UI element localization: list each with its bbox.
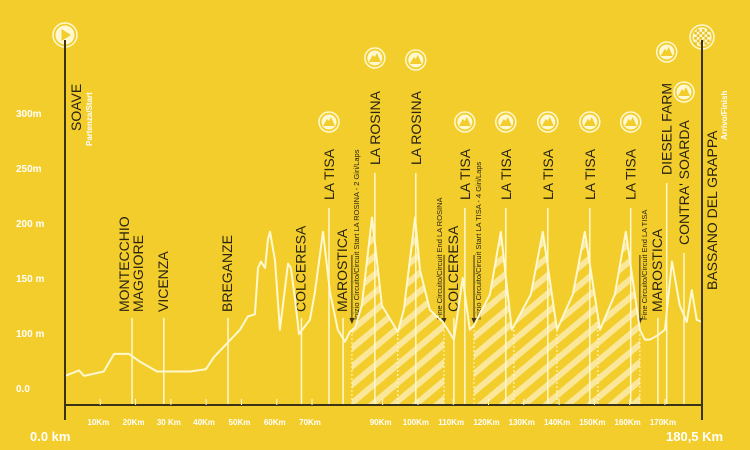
x-tick-label: 90Km <box>370 418 392 427</box>
x-tick-label: 10Km <box>87 418 109 427</box>
checkered-flag-icon <box>689 24 715 50</box>
town-label: VICENZA <box>155 251 171 312</box>
mountain-icon <box>619 111 642 133</box>
x-tick-label: 130Km <box>509 418 535 427</box>
x-tick-label: 40Km <box>193 418 215 427</box>
circuit-label: Inizio Circuito/Circuit Start LA TISA - … <box>474 161 483 320</box>
climb-label: LA ROSINA <box>367 90 383 165</box>
mountain-icon <box>405 49 427 71</box>
circuit-label: Fine Circuito/Circuit End LA TISA <box>640 210 649 320</box>
axes: 10Km 20Km 30 Km 40Km 50Km 60Km 70Km 90Km 100Km 11… <box>16 40 703 427</box>
finish-sub: Arrivo/Finish <box>720 91 729 140</box>
x-tick-label: 70Km <box>299 418 321 427</box>
mountain-icon <box>495 111 517 133</box>
climb-label: DIESEL FARM <box>659 83 675 175</box>
mountain-icon <box>364 47 386 69</box>
start-name: SOAVE <box>68 84 84 131</box>
town-label: COLCERESA <box>292 225 308 312</box>
town-label: BREGANZE <box>219 235 235 312</box>
town-label-2: MAGGIORE <box>130 235 146 312</box>
x-start-label: 0.0 km <box>30 429 70 444</box>
x-tick-label: 120Km <box>473 418 499 427</box>
x-tick-label: 170Km <box>650 418 676 427</box>
climb-label: LA TISA <box>623 148 639 200</box>
climb-label: CONTRA' SOARDA <box>676 120 692 245</box>
climb-label: LA TISA <box>457 148 473 200</box>
town-label: MONTECCHIO <box>116 216 132 312</box>
town-label: MAROSTICA <box>649 228 665 312</box>
y-tick-label: 300m <box>16 109 42 120</box>
mountain-icon <box>454 111 476 133</box>
mountain-icon <box>318 111 340 133</box>
circuit-label: Fine Circuito/Circuit End LA ROSINA <box>435 197 444 320</box>
mountain-icon <box>537 111 559 133</box>
arrow-down-icon <box>441 318 447 324</box>
markers: SOAVE Partenza/Start BASSANO DEL GRAPPAArr… <box>52 22 729 405</box>
mountain-icon <box>579 111 601 133</box>
x-tick-label: 30 Km <box>157 418 181 427</box>
climb-label: LA ROSINA <box>408 90 424 165</box>
x-tick-label: 110Km <box>438 418 464 427</box>
x-tick-label: 150Km <box>579 418 605 427</box>
mountain-icon <box>655 41 678 63</box>
climb-label: LA TISA <box>582 148 598 200</box>
arrow-down-icon <box>471 318 477 324</box>
x-tick-label: 50Km <box>229 418 251 427</box>
town-label: MAROSTICA <box>334 228 350 312</box>
start-sub: Partenza/Start <box>85 92 94 146</box>
x-tick-label: 60Km <box>264 418 286 427</box>
climb-label: LA TISA <box>321 148 337 200</box>
arrow-down-icon <box>349 318 355 324</box>
x-end-label: 180,5 Km <box>666 429 723 444</box>
circuit-label: Inizio Circuito/Circuit Start LA ROSINA … <box>352 149 361 320</box>
x-tick-label: 20Km <box>123 418 145 427</box>
y-tick-label: 200 m <box>16 219 44 230</box>
y-tick-label: 0.0 <box>16 384 30 395</box>
town-label: COLCERESA <box>445 225 461 312</box>
x-tick-label: 100Km <box>403 418 429 427</box>
mountain-icon <box>673 81 695 103</box>
y-tick-label: 100 m <box>16 329 44 340</box>
climb-label: LA TISA <box>498 148 514 200</box>
finish-name: BASSANO DEL GRAPPA <box>704 130 720 290</box>
y-tick-label: 250m <box>16 164 42 175</box>
y-tick-label: 150 m <box>16 274 44 285</box>
climb-label: LA TISA <box>540 148 556 200</box>
elevation-line <box>64 216 703 377</box>
x-tick-label: 140Km <box>544 418 570 427</box>
x-tick-label: 160Km <box>615 418 641 427</box>
